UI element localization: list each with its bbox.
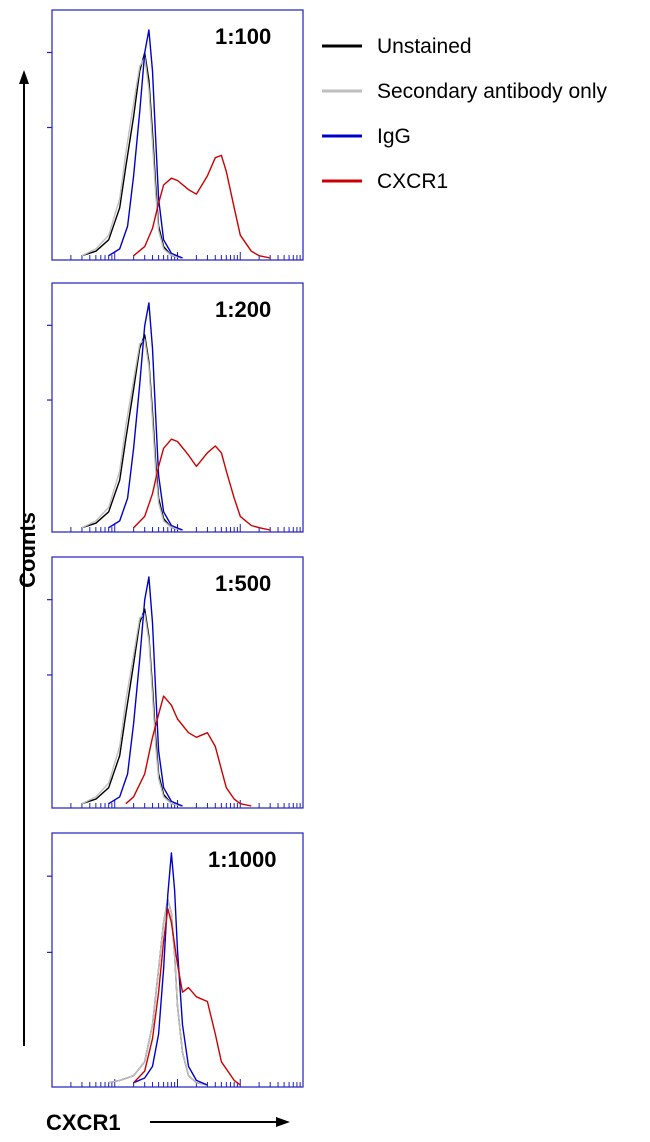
legend-entry-label: Unstained: [377, 35, 472, 58]
series-line-unstained: [81, 334, 183, 531]
series-line-igg: [133, 852, 208, 1086]
series-line-cxcr1: [133, 438, 271, 531]
histogram-panel: 1:100: [47, 9, 304, 261]
series-line-igg: [108, 302, 183, 531]
panel-dilution-label: 1:200: [215, 297, 271, 322]
y-axis-arrowhead: [19, 70, 29, 84]
legend-entry-label: CXCR1: [377, 170, 448, 193]
histogram-panel: 1:1000: [47, 832, 304, 1088]
series-line-secondary-antibody-only: [81, 338, 183, 531]
series-line-unstained: [81, 52, 183, 259]
y-axis-label: Counts: [15, 512, 40, 588]
series-line-unstained: [81, 608, 183, 807]
series-line-secondary-antibody-only: [81, 612, 183, 807]
series-line-cxcr1: [133, 154, 271, 259]
histogram-panel: 1:200: [47, 282, 304, 533]
legend: Unstained Secondary antibody only IgG CXCR1: [322, 35, 607, 193]
legend-entry-label: IgG: [377, 125, 411, 148]
series-line-cxcr1: [125, 695, 252, 807]
histogram-panel: 1:500: [47, 556, 304, 809]
x-axis-arrowhead: [276, 1117, 290, 1127]
series-line-cxcr1: [133, 908, 241, 1086]
series-line-secondary-antibody-only: [81, 56, 183, 259]
legend-entry-label: Secondary antibody only: [377, 80, 607, 103]
x-axis-label: CXCR1: [46, 1110, 121, 1135]
series-line-igg: [108, 29, 183, 259]
panel-dilution-label: 1:100: [215, 24, 271, 49]
series-line-igg: [108, 576, 183, 807]
panel-dilution-label: 1:500: [215, 571, 271, 596]
panel-dilution-label: 1:1000: [208, 847, 277, 872]
